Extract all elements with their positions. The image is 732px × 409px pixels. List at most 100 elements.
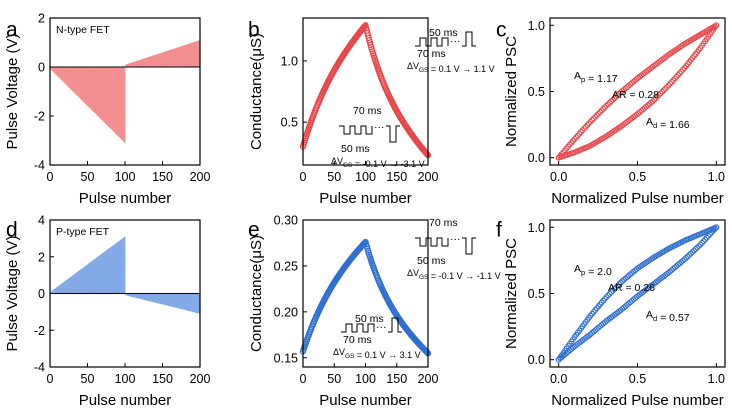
y-axis-label: Pulse Voltage (V) xyxy=(4,236,21,352)
panel-letter: b xyxy=(248,18,260,41)
x-tick-label: 1.0 xyxy=(708,372,725,386)
x-tick-label: 0.5 xyxy=(629,170,646,184)
zero-line-label: 0 xyxy=(38,287,45,301)
data-point xyxy=(684,253,691,260)
data-point xyxy=(649,98,656,105)
data-point xyxy=(605,101,611,108)
data-point xyxy=(609,96,616,103)
x-tick-label: 50 xyxy=(81,372,95,386)
x-tick-label: 0 xyxy=(300,170,307,184)
data-point xyxy=(595,110,602,117)
y-tick-label: 2 xyxy=(38,250,45,264)
data-point xyxy=(702,236,709,243)
pulse-train-icon xyxy=(415,37,449,47)
data-point xyxy=(697,241,704,248)
data-point xyxy=(694,244,701,251)
data-point xyxy=(603,294,610,300)
ap-label: Ap = 2.0 xyxy=(574,263,612,278)
voltage-step-label: ΔVGS = 0.1 V → 3.1 V xyxy=(333,347,421,360)
text-span: = 0.1 V → 3.1 V xyxy=(354,350,420,360)
data-point xyxy=(676,70,683,77)
x-tick-label: 150 xyxy=(386,170,407,184)
data-point xyxy=(665,82,672,89)
pulse-train-icon xyxy=(339,125,373,135)
final-pulse-icon xyxy=(462,31,476,47)
x-tick-label: 150 xyxy=(386,372,407,386)
x-axis-label: Pulse number xyxy=(319,190,412,207)
x-tick-label: 100 xyxy=(115,372,136,386)
data-point xyxy=(611,95,618,102)
y-tick-label: -2 xyxy=(34,324,45,338)
data-point xyxy=(672,75,678,82)
data-point xyxy=(616,90,623,97)
ellipsis-label: ··· xyxy=(450,35,461,47)
data-point xyxy=(695,243,702,250)
data-point xyxy=(707,231,713,238)
series-potentiation xyxy=(125,40,201,67)
subscript: GS xyxy=(419,67,429,74)
pulse-interval-label: 70 ms xyxy=(343,334,372,346)
data-point xyxy=(584,122,591,128)
data-point xyxy=(687,250,694,257)
data-point xyxy=(606,99,613,106)
y-tick-label: 0.5 xyxy=(528,85,545,99)
data-point xyxy=(651,96,658,103)
data-point xyxy=(614,282,621,289)
data-point xyxy=(678,68,685,75)
text-span: = 2.0 xyxy=(585,266,612,278)
data-point xyxy=(699,240,705,246)
panel-letter: e xyxy=(248,218,260,241)
panel-letter: c xyxy=(496,18,507,41)
data-point xyxy=(571,136,578,142)
data-point xyxy=(667,80,674,87)
data-point xyxy=(597,109,603,115)
data-point xyxy=(648,99,654,106)
data-point xyxy=(683,254,689,261)
data-point xyxy=(679,66,686,73)
series-points xyxy=(299,22,432,159)
data-point xyxy=(424,349,431,356)
text-span: = 1.66 xyxy=(657,119,690,131)
series-depression xyxy=(50,67,126,143)
data-point xyxy=(656,92,662,98)
data-point xyxy=(573,134,580,141)
y-tick-label: 0.25 xyxy=(274,259,298,273)
data-point xyxy=(652,95,659,102)
y-tick-label: 0.0 xyxy=(528,151,545,165)
data-point xyxy=(668,79,675,85)
text-span: = 0.1 V → 1.1 V xyxy=(428,64,494,74)
x-tick-label: 0.0 xyxy=(550,372,567,386)
data-point xyxy=(581,125,588,132)
subscript: p xyxy=(581,75,585,84)
y-tick-label: 0.30 xyxy=(274,214,298,228)
subscript: d xyxy=(653,314,657,323)
x-axis-label: Normalized Pulse number xyxy=(551,392,724,409)
data-point xyxy=(574,132,581,139)
panel-e: 0 50 100 150 200 0.15 0.20 0.25 0.30 Pulse number… xyxy=(248,214,501,409)
data-point xyxy=(657,90,664,97)
ellipsis-label: ··· xyxy=(374,121,385,133)
data-point xyxy=(611,286,618,292)
pulse-width-label: 50 ms xyxy=(355,313,384,325)
final-pulse-icon xyxy=(388,317,402,333)
text-span: A xyxy=(646,309,653,321)
y-axis-label: Normalized PSC xyxy=(503,36,520,147)
text-span: ΔV xyxy=(407,268,419,278)
y-tick-label: 1.0 xyxy=(528,19,545,33)
y-tick-label: 1.0 xyxy=(528,221,545,235)
data-point xyxy=(592,113,599,120)
data-point xyxy=(590,115,597,122)
data-point xyxy=(692,246,699,252)
x-tick-label: 200 xyxy=(190,170,211,184)
x-tick-label: 100 xyxy=(355,170,376,184)
y-tick-label: 1.0 xyxy=(281,54,298,68)
panel-f: 0.0 0.5 1.0 0.0 0.5 1.0 Normalized Pulse numbe… xyxy=(503,219,726,409)
data-point xyxy=(593,112,600,119)
fet-type-label: P-type FET xyxy=(56,226,110,238)
x-tick-label: 50 xyxy=(327,372,341,386)
x-tick-label: 1.0 xyxy=(708,170,725,184)
panel-letter: d xyxy=(6,218,18,241)
data-point xyxy=(616,281,623,288)
